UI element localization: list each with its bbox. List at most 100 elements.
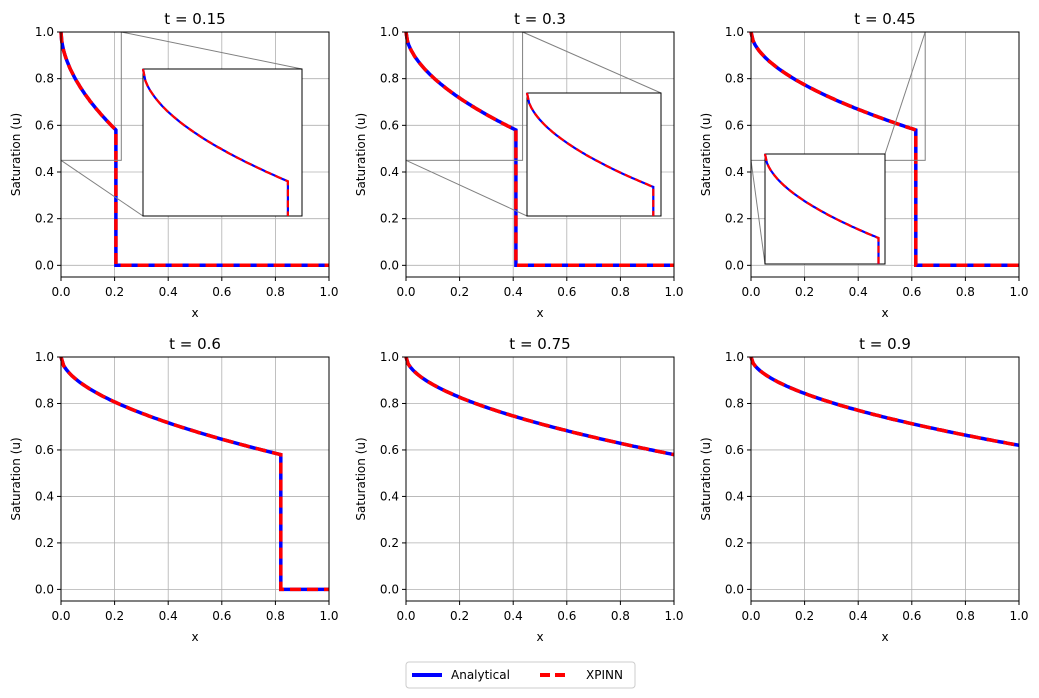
subplot-6: 0.0 0.2 0.4 0.6 0.8 1.0 0.0 0.2 0.4 0.6 0.8 1.0 t = … (699, 335, 1029, 644)
xpinn-line (59, 31, 329, 268)
y-tick-label: 0.4 (725, 165, 744, 179)
x-tick-label: 0.8 (611, 609, 630, 623)
axes-frame (750, 356, 1020, 602)
y-tick-label: 0.0 (35, 582, 54, 596)
y-tick-label: 0.6 (35, 118, 54, 132)
axes-frame (405, 356, 675, 602)
x-tick-label: 0.2 (795, 609, 814, 623)
axes-frame (405, 31, 675, 278)
y-axis-label: Saturation (u) (9, 113, 23, 196)
y-axis-label: Saturation (u) (354, 437, 368, 520)
y-axis-label: Saturation (u) (354, 113, 368, 196)
subplot-title: t = 0.9 (859, 335, 911, 353)
subplots-layer: 0.0 0.2 0.4 0.6 0.8 1.0 0.0 0.2 0.4 0.6 0.8 1.0 t = … (9, 10, 1029, 644)
x-tick-label: 0.0 (396, 285, 415, 299)
xpinn-line (749, 31, 1019, 268)
zoom-source-box (60, 31, 122, 161)
y-tick-label: 1.0 (35, 25, 54, 39)
x-tick-label: 0.0 (741, 609, 760, 623)
y-tick-label: 1.0 (725, 350, 744, 364)
analytical-line (749, 356, 1020, 448)
xpinn-line (404, 31, 674, 268)
x-tick-label: 0.4 (159, 609, 178, 623)
x-tick-label: 1.0 (1009, 609, 1028, 623)
x-tick-label: 0.6 (557, 609, 576, 623)
x-tick-label: 0.4 (849, 285, 868, 299)
inset-xpinn-line (763, 153, 880, 264)
y-tick-label: 0.4 (725, 489, 744, 503)
y-tick-label: 0.2 (35, 536, 54, 550)
x-tick-label: 0.0 (396, 609, 415, 623)
subplot-title: t = 0.3 (514, 10, 566, 28)
subplot-3: 0.0 0.2 0.4 0.6 0.8 1.0 0.0 0.2 0.4 0.6 0.8 1.0 t = … (699, 10, 1029, 320)
zoom-connector (522, 31, 662, 94)
analytical-line (404, 356, 675, 457)
subplot-2: 0.0 0.2 0.4 0.6 0.8 1.0 0.0 0.2 0.4 0.6 0.8 1.0 t = … (354, 10, 684, 320)
x-tick-label: 0.6 (212, 609, 231, 623)
y-tick-label: 0.0 (725, 582, 744, 596)
axes-frame (60, 31, 330, 278)
x-tick-label: 0.2 (450, 609, 469, 623)
zoom-inset-frame (526, 92, 662, 217)
xpinn-line (404, 356, 675, 457)
x-tick-label: 0.4 (504, 285, 523, 299)
x-tick-label: 0.8 (956, 609, 975, 623)
x-tick-label: 1.0 (319, 285, 338, 299)
y-axis-label: Saturation (u) (9, 437, 23, 520)
inset-xpinn-line (141, 68, 289, 216)
legend-frame (405, 661, 636, 689)
subplot-1: 0.0 0.2 0.4 0.6 0.8 1.0 0.0 0.2 0.4 0.6 0.8 1.0 t = … (9, 10, 339, 320)
x-tick-label: 0.6 (902, 285, 921, 299)
y-tick-label: 0.2 (725, 212, 744, 226)
zoom-inset-frame (764, 153, 886, 265)
zoom-connector (750, 160, 766, 265)
x-tick-label: 0.4 (159, 285, 178, 299)
y-tick-label: 0.0 (725, 258, 744, 272)
zoom-connector (884, 31, 926, 155)
x-tick-label: 0.4 (504, 609, 523, 623)
y-tick-label: 0.6 (725, 118, 744, 132)
y-tick-label: 0.2 (380, 536, 399, 550)
analytical-line (59, 356, 329, 592)
x-tick-label: 0.2 (105, 285, 124, 299)
inset-xpinn-line (525, 92, 655, 216)
y-tick-label: 0.2 (35, 212, 54, 226)
y-tick-label: 0.8 (380, 396, 399, 410)
x-tick-label: 0.2 (450, 285, 469, 299)
x-tick-label: 1.0 (664, 285, 683, 299)
y-tick-label: 0.4 (35, 165, 54, 179)
y-tick-label: 0.0 (380, 582, 399, 596)
y-tick-label: 0.8 (35, 72, 54, 86)
x-axis-label: x (881, 630, 888, 644)
x-tick-label: 0.8 (266, 609, 285, 623)
axes-frame (60, 356, 330, 602)
zoom-inset-frame (142, 68, 303, 217)
x-axis-label: x (536, 306, 543, 320)
subplot-title: t = 0.15 (164, 10, 225, 28)
y-tick-label: 0.8 (380, 72, 399, 86)
x-tick-label: 1.0 (1009, 285, 1028, 299)
y-tick-label: 0.0 (35, 258, 54, 272)
y-tick-label: 0.6 (380, 443, 399, 457)
x-tick-label: 0.6 (557, 285, 576, 299)
x-tick-label: 0.8 (611, 285, 630, 299)
legend-label-xpinn: XPINN (586, 668, 623, 682)
y-tick-label: 1.0 (725, 25, 744, 39)
y-tick-label: 0.8 (725, 72, 744, 86)
x-tick-label: 0.0 (741, 285, 760, 299)
x-tick-label: 1.0 (664, 609, 683, 623)
legend: Analytical XPINN (405, 661, 636, 689)
legend-label-analytical: Analytical (451, 668, 510, 682)
x-tick-label: 0.2 (795, 285, 814, 299)
y-tick-label: 1.0 (380, 25, 399, 39)
y-tick-label: 1.0 (380, 350, 399, 364)
x-axis-label: x (536, 630, 543, 644)
x-axis-label: x (191, 306, 198, 320)
x-tick-label: 0.6 (902, 609, 921, 623)
xpinn-line (59, 356, 329, 592)
x-tick-label: 0.0 (51, 609, 70, 623)
x-axis-label: x (191, 630, 198, 644)
x-axis-label: x (881, 306, 888, 320)
y-tick-label: 0.6 (725, 443, 744, 457)
